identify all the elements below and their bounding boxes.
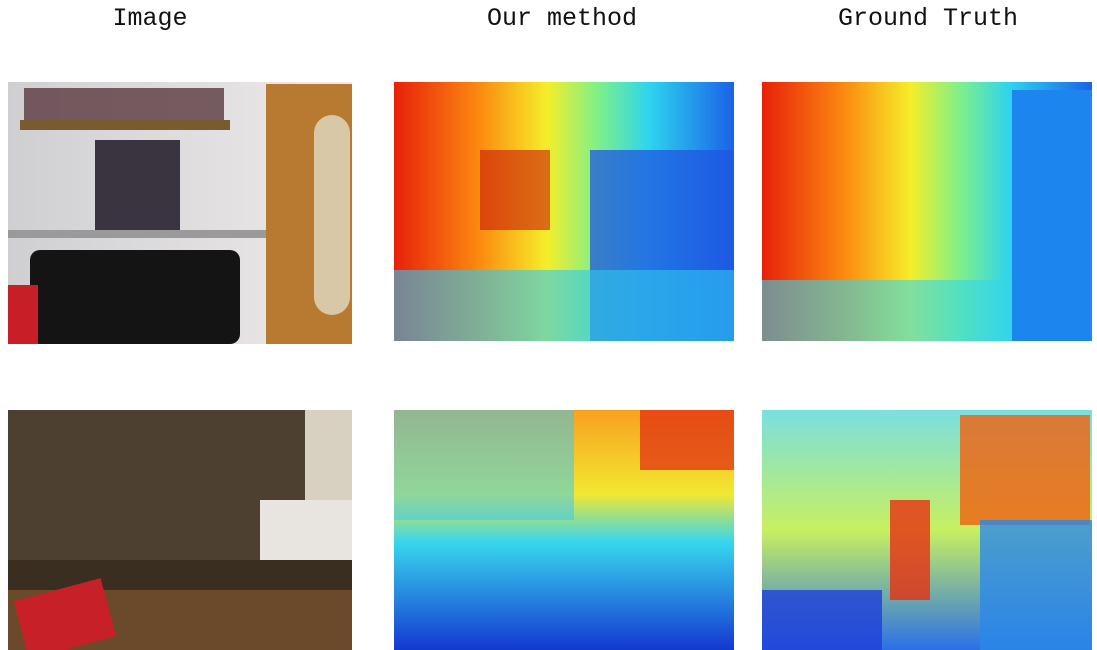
rail [8,230,268,238]
depth-region [480,150,550,230]
books [24,88,224,120]
image-grid [0,0,1097,650]
depth-region [762,590,882,650]
depth-region [762,280,1012,341]
door-window [314,115,350,315]
depth-region [1012,90,1092,341]
depth-region [960,415,1090,525]
depth-region [640,410,734,470]
clothes [260,500,352,560]
depth-region [394,270,734,341]
depth-region [394,410,574,520]
figure: Image Our method Ground Truth [0,0,1097,650]
shelf [20,120,230,130]
sofa [30,250,240,344]
cushion [8,285,38,344]
painting [95,140,180,236]
depth-region [890,500,930,600]
depth-region [980,520,1092,650]
